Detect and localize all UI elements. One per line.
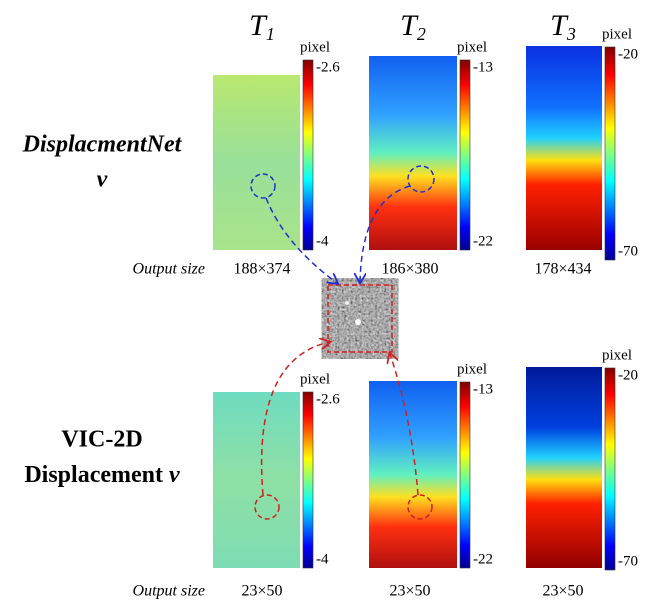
colorbar-tick: -22 (473, 233, 493, 249)
colorbar-tick: -20 (618, 367, 638, 383)
colorbar-unit: pixel (602, 26, 632, 42)
column-header: T2 (400, 9, 426, 44)
output-label: Output size (133, 583, 205, 600)
colorbar-unit: pixel (457, 39, 487, 55)
roi-circle (254, 494, 280, 520)
colorbar-tick: -70 (618, 243, 638, 259)
speckle-dot (345, 301, 349, 305)
column-header: T3 (550, 9, 576, 44)
roi-circle (407, 494, 433, 520)
colorbar-tick: -20 (618, 46, 638, 62)
output-size: 23×50 (542, 583, 583, 600)
row-label: DisplacmentNet (22, 132, 183, 158)
colorbar-tick: -4 (316, 233, 329, 249)
colorbar-tick: -13 (473, 59, 493, 75)
output-size: 188×374 (233, 261, 290, 278)
field-image (213, 392, 300, 568)
colorbar-tick: -2.6 (316, 391, 340, 407)
colorbar (604, 46, 616, 261)
colorbar-tick: -70 (618, 553, 638, 569)
colorbar-unit: pixel (300, 371, 330, 387)
colorbar (459, 59, 471, 251)
colorbar (459, 381, 471, 569)
colorbar-unit: pixel (602, 347, 632, 363)
column-header: T1 (249, 9, 275, 44)
arrow (360, 185, 411, 282)
row-label: VIC-2D (61, 427, 142, 453)
speckle-image (328, 285, 392, 352)
colorbar (604, 367, 616, 571)
colorbar-tick: -4 (316, 551, 329, 567)
colorbar (302, 59, 314, 251)
colorbar (302, 391, 314, 569)
output-size: 23×50 (241, 583, 282, 600)
output-size: 23×50 (389, 583, 430, 600)
field-image (526, 46, 602, 250)
roi-circle (407, 165, 435, 193)
field-image (526, 367, 602, 568)
output-size: 178×434 (534, 261, 591, 278)
arrow (390, 354, 419, 496)
colorbar-unit: pixel (457, 361, 487, 377)
field-image (369, 381, 457, 568)
colorbar-unit: pixel (300, 39, 330, 55)
row-label: Displacement v (24, 462, 180, 488)
field-image (213, 75, 300, 250)
output-size: 186×380 (381, 261, 438, 278)
arrow (260, 342, 329, 496)
arrow (265, 197, 337, 283)
row-label: v (97, 167, 108, 193)
field-image (369, 56, 457, 250)
roi-circle (250, 173, 276, 199)
colorbars: pixel -2.6 -4 pixel -13 -22 pixel -20 -70 pixel -2… (300, 26, 638, 571)
colorbar-tick: -2.6 (316, 59, 340, 75)
speckle-dot (355, 319, 361, 325)
output-label: Output size (133, 261, 205, 278)
colorbar-tick: -13 (473, 381, 493, 397)
colorbar-tick: -22 (473, 551, 493, 567)
